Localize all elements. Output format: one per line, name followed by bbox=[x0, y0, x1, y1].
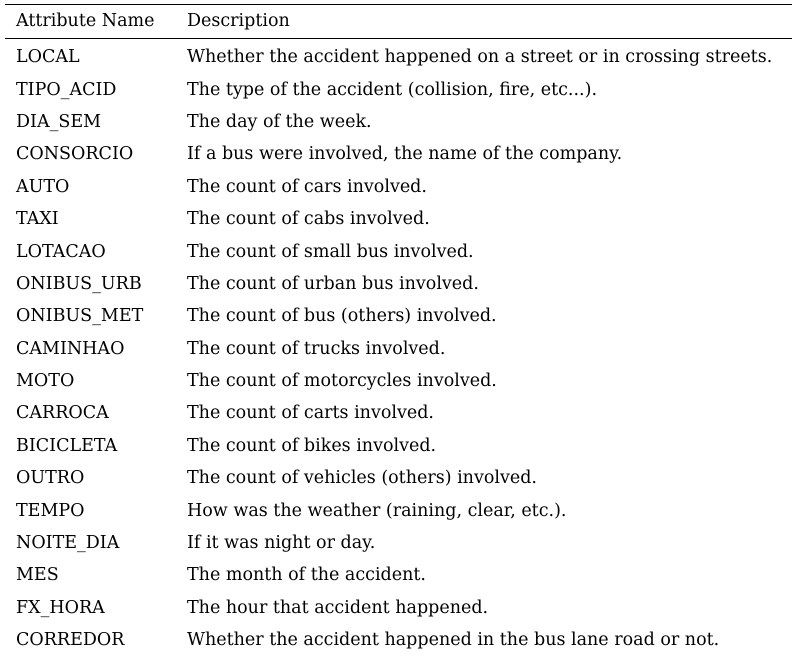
table-row: TAXI The count of cabs involved. bbox=[5, 203, 792, 235]
attribute-name-cell: FX_HORA bbox=[16, 597, 105, 618]
description-cell: The count of vehicles (others) involved. bbox=[187, 468, 537, 489]
description-cell: The count of bikes involved. bbox=[187, 435, 437, 456]
attribute-name-cell: ONIBUS_URB bbox=[16, 273, 142, 294]
attribute-name-cell: TIPO_ACID bbox=[16, 79, 117, 100]
attribute-name-cell: TAXI bbox=[16, 209, 59, 230]
description-cell: If a bus were involved, the name of the … bbox=[187, 144, 623, 165]
table-body: LOCAL Whether the accident happened on a… bbox=[5, 41, 792, 656]
description-cell: The count of bus (others) involved. bbox=[187, 306, 497, 327]
attribute-table: Attribute Name Description LOCAL Whether… bbox=[5, 4, 792, 656]
table-row: CARROCA The count of carts involved. bbox=[5, 397, 792, 429]
description-cell: The day of the week. bbox=[187, 111, 372, 132]
description-cell: The count of cabs involved. bbox=[187, 209, 430, 230]
description-cell: The count of cars involved. bbox=[187, 176, 427, 197]
description-cell: The count of urban bus involved. bbox=[187, 273, 479, 294]
description-cell: The count of motorcycles involved. bbox=[187, 371, 497, 392]
table-row: CORREDOR Whether the accident happened i… bbox=[5, 624, 792, 656]
table-row: DIA_SEM The day of the week. bbox=[5, 106, 792, 138]
table-row: CONSORCIO If a bus were involved, the na… bbox=[5, 138, 792, 170]
attribute-name-cell: ONIBUS_MET bbox=[16, 306, 144, 327]
description-cell: How was the weather (raining, clear, etc… bbox=[187, 500, 567, 521]
description-cell: The count of small bus involved. bbox=[187, 241, 474, 262]
table-row: ONIBUS_URB The count of urban bus involv… bbox=[5, 268, 792, 300]
description-cell: The count of carts involved. bbox=[187, 403, 434, 424]
attribute-name-cell: TEMPO bbox=[16, 500, 85, 521]
table-header-rule bbox=[5, 38, 792, 39]
table-header-row: Attribute Name Description bbox=[5, 5, 792, 36]
table-row: NOITE_DIA If it was night or day. bbox=[5, 527, 792, 559]
attribute-name-cell: BICICLETA bbox=[16, 435, 118, 456]
attribute-name-cell: MES bbox=[16, 565, 59, 586]
table-row: LOCAL Whether the accident happened on a… bbox=[5, 41, 792, 73]
table-row: OUTRO The count of vehicles (others) inv… bbox=[5, 462, 792, 494]
attribute-name-cell: CAMINHAO bbox=[16, 338, 125, 359]
attribute-name-cell: CONSORCIO bbox=[16, 144, 134, 165]
attribute-name-cell: LOTACAO bbox=[16, 241, 106, 262]
attribute-name-cell: LOCAL bbox=[16, 47, 80, 68]
table-row: CAMINHAO The count of trucks involved. bbox=[5, 333, 792, 365]
attribute-name-cell: OUTRO bbox=[16, 468, 85, 489]
table-row: TEMPO How was the weather (raining, clea… bbox=[5, 494, 792, 526]
table-row: MES The month of the accident. bbox=[5, 559, 792, 591]
attribute-name-cell: NOITE_DIA bbox=[16, 533, 120, 554]
header-description: Description bbox=[187, 10, 290, 31]
table-row: AUTO The count of cars involved. bbox=[5, 171, 792, 203]
attribute-name-cell: CORREDOR bbox=[16, 630, 125, 651]
description-cell: If it was night or day. bbox=[187, 533, 376, 554]
table-row: BICICLETA The count of bikes involved. bbox=[5, 430, 792, 462]
table-top-rule bbox=[5, 4, 792, 5]
table-row: TIPO_ACID The type of the accident (coll… bbox=[5, 73, 792, 105]
description-cell: The month of the accident. bbox=[187, 565, 426, 586]
table-row: LOTACAO The count of small bus involved. bbox=[5, 235, 792, 267]
attribute-name-cell: DIA_SEM bbox=[16, 111, 102, 132]
table-row: MOTO The count of motorcycles involved. bbox=[5, 365, 792, 397]
description-cell: Whether the accident happened in the bus… bbox=[187, 630, 720, 651]
attribute-name-cell: CARROCA bbox=[16, 403, 109, 424]
table-row: FX_HORA The hour that accident happened. bbox=[5, 592, 792, 624]
table-row: ONIBUS_MET The count of bus (others) inv… bbox=[5, 300, 792, 332]
description-cell: The type of the accident (collision, fir… bbox=[187, 79, 598, 100]
header-attribute-name: Attribute Name bbox=[16, 10, 155, 31]
attribute-name-cell: MOTO bbox=[16, 371, 75, 392]
attribute-name-cell: AUTO bbox=[16, 176, 70, 197]
description-cell: Whether the accident happened on a stree… bbox=[187, 47, 773, 68]
description-cell: The count of trucks involved. bbox=[187, 338, 446, 359]
description-cell: The hour that accident happened. bbox=[187, 597, 489, 618]
